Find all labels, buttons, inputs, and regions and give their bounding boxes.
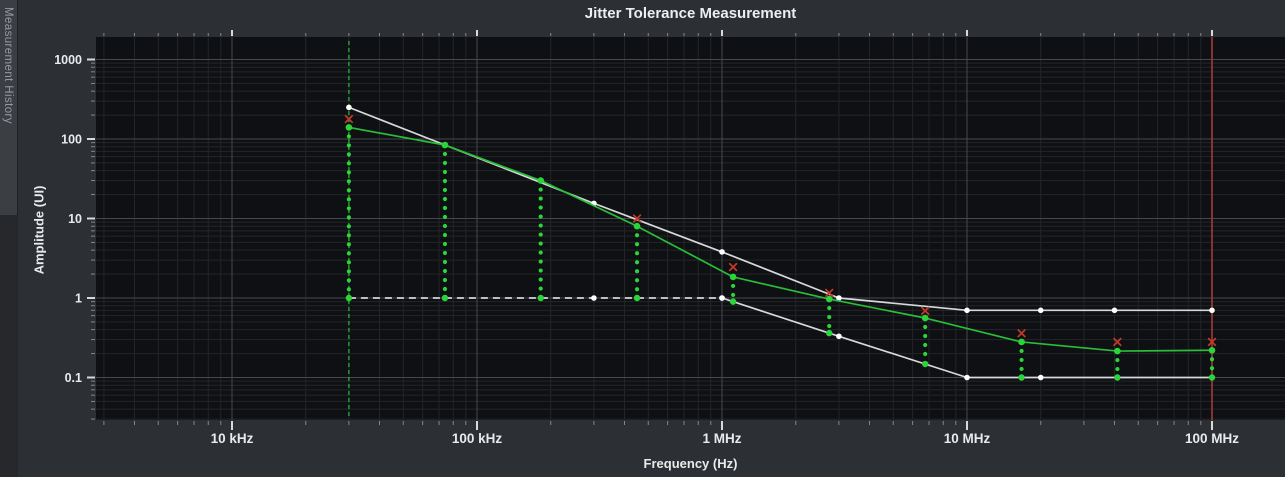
svg-text:10 kHz: 10 kHz <box>211 431 254 446</box>
fail-x-markers <box>344 114 1217 347</box>
axis-ticks <box>87 30 1213 430</box>
x-axis-label: Frequency (Hz) <box>643 456 738 471</box>
svg-text:1000: 1000 <box>54 53 82 67</box>
svg-text:100 MHz: 100 MHz <box>1185 431 1239 446</box>
x-tick-labels: 10 kHz 100 kHz 1 MHz 10 MHz 100 MHz <box>211 431 1240 446</box>
chart-title: Jitter Tolerance Measurement <box>584 5 797 22</box>
measurement-history-tab-label: Measurement History <box>2 7 14 124</box>
sidebar: Measurement History <box>0 0 18 477</box>
svg-text:100: 100 <box>61 133 82 147</box>
measured-tolerance-curve <box>345 124 1216 355</box>
scan-dot-columns <box>345 134 1216 381</box>
svg-text:1: 1 <box>75 292 82 306</box>
grid-minor <box>96 37 1285 420</box>
svg-text:10: 10 <box>68 212 82 226</box>
mask-vertex-dots <box>346 104 1215 381</box>
svg-text:0.1: 0.1 <box>65 371 82 385</box>
svg-text:10 MHz: 10 MHz <box>944 431 991 446</box>
mask-upper-line <box>348 106 1212 312</box>
svg-text:100 kHz: 100 kHz <box>452 431 503 446</box>
y-axis-label: Amplitude (UI) <box>31 185 47 275</box>
y-tick-labels: 1000 100 10 1 0.1 <box>54 53 82 385</box>
sidebar-measurement-history-tab[interactable]: Measurement History <box>0 0 18 215</box>
plot-area <box>96 37 1285 420</box>
svg-text:1 MHz: 1 MHz <box>702 431 741 446</box>
